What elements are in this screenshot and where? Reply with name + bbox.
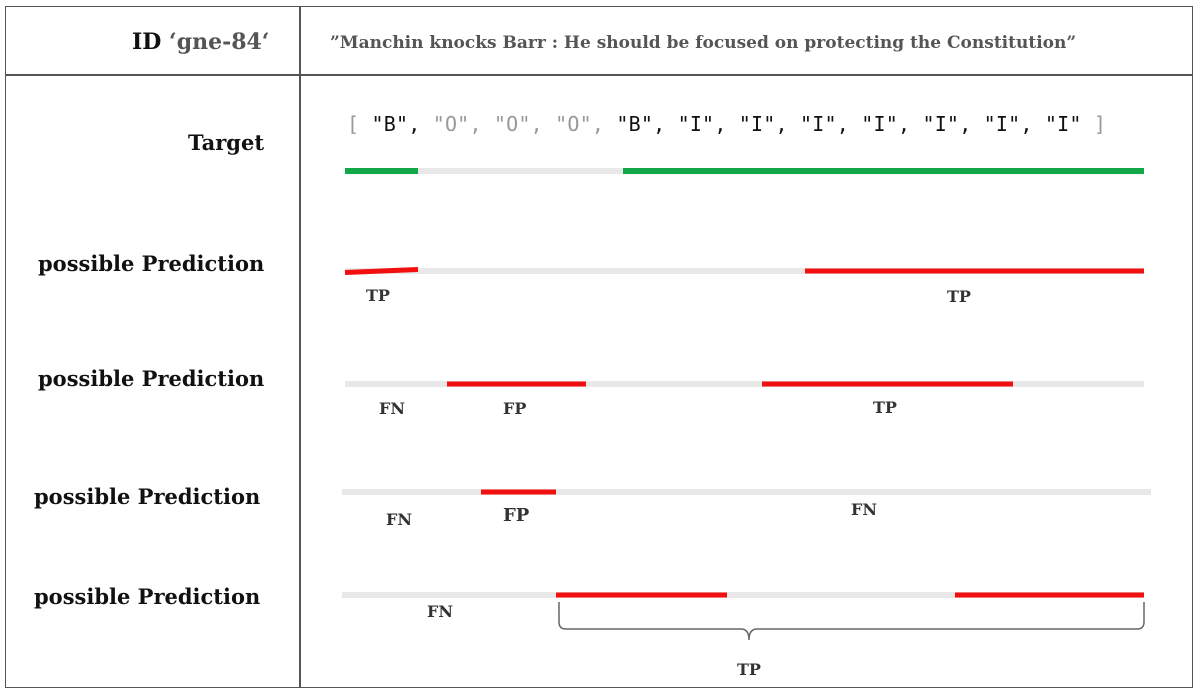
target-tag: "O" [493, 112, 531, 136]
prediction-1-span-1 [344, 267, 419, 275]
table-frame [5, 6, 1193, 688]
id-value: ‘gne-84‘ [169, 29, 270, 55]
prediction-4-tag-1: FN [427, 602, 453, 621]
target-tag: "I" [983, 112, 1021, 136]
id-prefix: ID [132, 29, 170, 55]
tag-separator: , [714, 112, 739, 136]
tag-separator: , [530, 112, 556, 136]
target-tag: "I" [738, 112, 776, 136]
header-divider [5, 74, 1193, 76]
tag-separator: , [959, 112, 984, 136]
tag-separator: , [1020, 112, 1045, 136]
column-divider [299, 6, 301, 688]
target-tag: "I" [1044, 112, 1082, 136]
tag-separator: , [591, 112, 617, 136]
target-label: Target [188, 130, 265, 155]
target-tag: "I" [677, 112, 715, 136]
target-tag: "B" [371, 112, 409, 136]
target-tag: "O" [555, 112, 592, 136]
prediction-1-tag-1: TP [366, 286, 390, 305]
prediction-3-label: possible Prediction [34, 484, 261, 509]
example-sentence: ”Manchin knocks Barr : He should be focu… [330, 33, 1077, 53]
tag-separator: , [469, 112, 494, 136]
prediction-2-tag-3: TP [873, 398, 897, 417]
target-tag: "I" [922, 112, 960, 136]
tag-separator: , [836, 112, 862, 136]
target-tag: "B" [616, 112, 654, 136]
target-tag: "O" [432, 112, 470, 136]
example-id: ID ‘gne-84‘ [132, 29, 269, 55]
target-tag: "I" [800, 112, 837, 136]
tp-brace [558, 602, 1145, 641]
tag-separator: , [408, 112, 433, 136]
prediction-4-label: possible Prediction [34, 584, 261, 609]
prediction-2-tag-2: FP [503, 399, 527, 418]
tag-separator: , [653, 112, 678, 136]
prediction-3-tag-1: FN [386, 510, 412, 529]
prediction-1-label: possible Prediction [38, 251, 265, 276]
prediction-3-tag-2: FP [503, 505, 530, 526]
tag-separator: , [775, 112, 801, 136]
prediction-2-tag-1: FN [379, 399, 405, 418]
prediction-4-tag-2: TP [737, 660, 761, 679]
prediction-3-tag-3: FN [851, 500, 877, 519]
tag-open-bracket: [ [347, 112, 372, 136]
tag-separator: , [897, 112, 923, 136]
prediction-1-tag-2: TP [947, 287, 971, 306]
prediction-2-label: possible Prediction [38, 366, 265, 391]
tag-close-bracket: ] [1081, 112, 1107, 136]
target-tag-sequence: [ "B", "O", "O", "O", "B", "I", "I", "I"… [347, 112, 1106, 136]
target-tag: "I" [861, 112, 898, 136]
